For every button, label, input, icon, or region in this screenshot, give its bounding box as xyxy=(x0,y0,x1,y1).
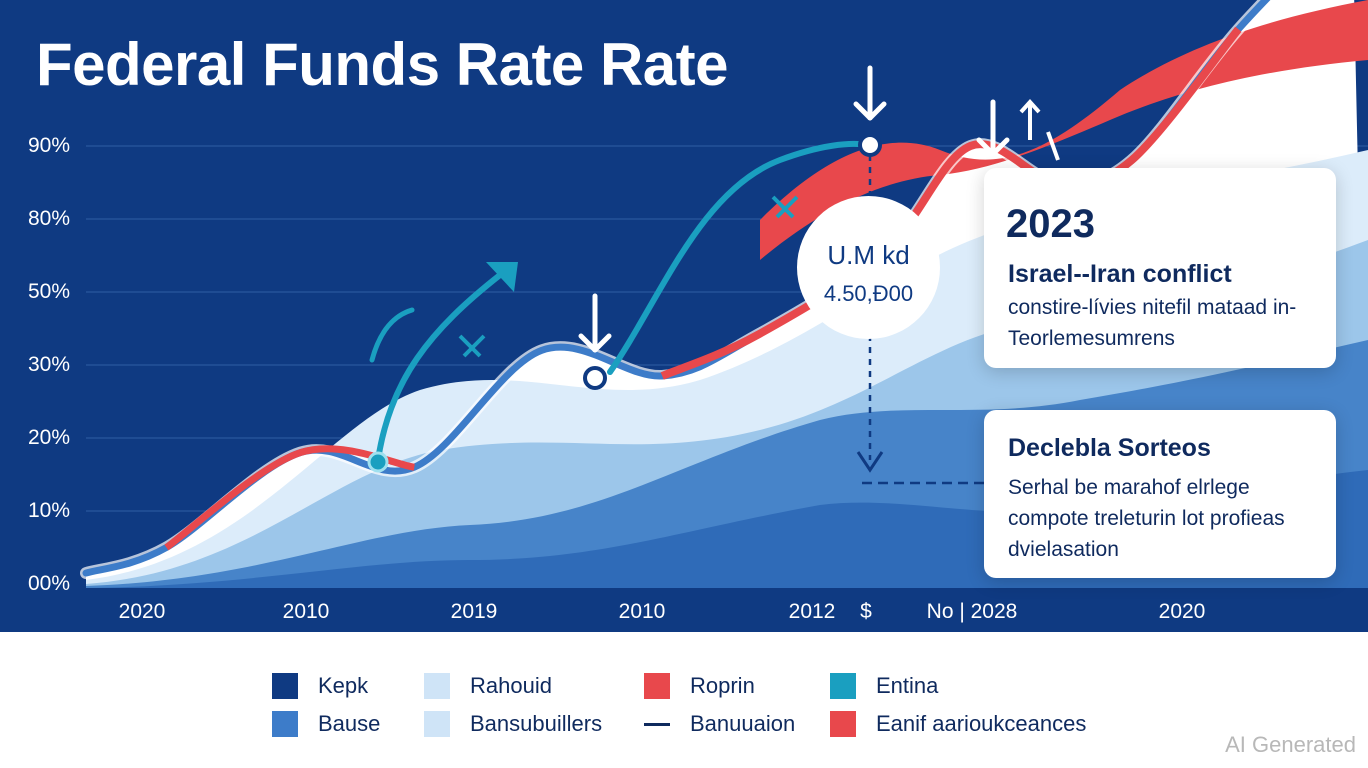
cross-marker xyxy=(771,195,795,219)
annotation-card-conflict: 2023 Israel--Iran conflict constire-lívi… xyxy=(984,168,1336,368)
legend-swatch xyxy=(644,722,670,726)
legend-item: Roprin xyxy=(644,673,755,699)
legend-item: Rahouid xyxy=(424,673,552,699)
annotation-title: Israel--Iran conflict xyxy=(1008,260,1232,288)
down-arrow-head xyxy=(853,101,887,121)
y-tick-label: 00% xyxy=(28,572,71,595)
legend-label: Roprin xyxy=(690,673,755,698)
data-point-marker xyxy=(367,451,389,473)
teal-arc xyxy=(369,307,415,363)
y-tick-label: 80% xyxy=(28,207,71,230)
teal-arrow-head xyxy=(486,262,518,292)
x-tick-label: 2012 xyxy=(788,600,836,623)
x-tick-label: 2019 xyxy=(450,600,498,623)
legend-swatch xyxy=(424,711,450,737)
annotation-title: Declebla Sorteos xyxy=(1008,434,1211,462)
x-tick-label: No | 2028 xyxy=(926,600,1018,623)
y-tick-label: 90% xyxy=(28,134,71,157)
legend-label: Eanif aarioukceances xyxy=(876,711,1087,736)
x-tick-label: 2010 xyxy=(282,600,330,623)
teal-arc xyxy=(607,140,871,375)
main-line-red-segment xyxy=(660,26,1242,380)
legend-label: Banuuaion xyxy=(690,711,796,736)
y-tick-label: 20% xyxy=(28,426,71,449)
cross-marker xyxy=(775,195,799,219)
legend-label: Entina xyxy=(876,673,939,698)
legend-swatch xyxy=(272,711,298,737)
data-point-marker xyxy=(583,366,607,390)
cross-marker xyxy=(462,334,486,358)
down-arrow-head xyxy=(578,333,612,353)
legend-swatch xyxy=(424,673,450,699)
legend-item: Entina xyxy=(830,673,938,699)
cross-marker xyxy=(458,334,482,358)
value-bubble: U.M kd 4.50,Ð00 xyxy=(797,196,940,339)
y-tick-label: 50% xyxy=(28,280,71,303)
annotation-card-sorteos: Declebla Sorteos Serhal be marahof elrle… xyxy=(984,410,1336,578)
legend-swatch xyxy=(830,673,856,699)
x-tick-label: $ xyxy=(860,600,872,623)
x-tick-label: 2020 xyxy=(118,600,166,623)
data-point-marker xyxy=(858,133,882,157)
chart-panel: Federal Funds Rate Rate 90% 80% 50% 30% 20% 1… xyxy=(0,0,1368,632)
dashed-guide-arrow xyxy=(856,451,884,473)
legend-swatch xyxy=(830,711,856,737)
x-tick-label: 2020 xyxy=(1158,600,1206,623)
x-tick-label: 2010 xyxy=(618,600,666,623)
bubble-label: U.M kd xyxy=(827,240,910,270)
y-tick-label: 10% xyxy=(28,499,71,522)
watermark: AI Generated xyxy=(1225,732,1356,757)
legend-item: Banuuaion xyxy=(644,711,795,737)
down-arrow-head xyxy=(976,137,1010,157)
legend-swatch xyxy=(272,673,298,699)
legend-item: Bause xyxy=(272,711,380,737)
legend-label: Bansubuillers xyxy=(470,711,603,736)
legend-item: Kepk xyxy=(272,673,368,699)
legend-label: Rahouid xyxy=(470,673,552,698)
annotation-text: constire-lívies nitefil mataad in-Teorle… xyxy=(1008,296,1297,350)
up-arrow-head xyxy=(1019,99,1041,114)
legend-item: Eanif aarioukceances xyxy=(830,711,1086,737)
bubble-value: 4.50,Ð00 xyxy=(823,281,914,306)
annotation-year: 2023 xyxy=(1006,202,1095,246)
teal-arc xyxy=(375,272,503,463)
legend-item: Bansubuillers xyxy=(424,711,602,737)
x-axis-strip xyxy=(0,588,1368,632)
legend-label: Kepk xyxy=(318,673,369,698)
legend-swatch xyxy=(644,673,670,699)
y-tick-label: 30% xyxy=(28,353,71,376)
chart-title: Federal Funds Rate Rate xyxy=(36,31,729,98)
tick-mark xyxy=(1046,131,1060,161)
annotation-text: Serhal be marahof elrlege compote trelet… xyxy=(1008,476,1285,561)
legend-label: Bause xyxy=(318,711,381,736)
